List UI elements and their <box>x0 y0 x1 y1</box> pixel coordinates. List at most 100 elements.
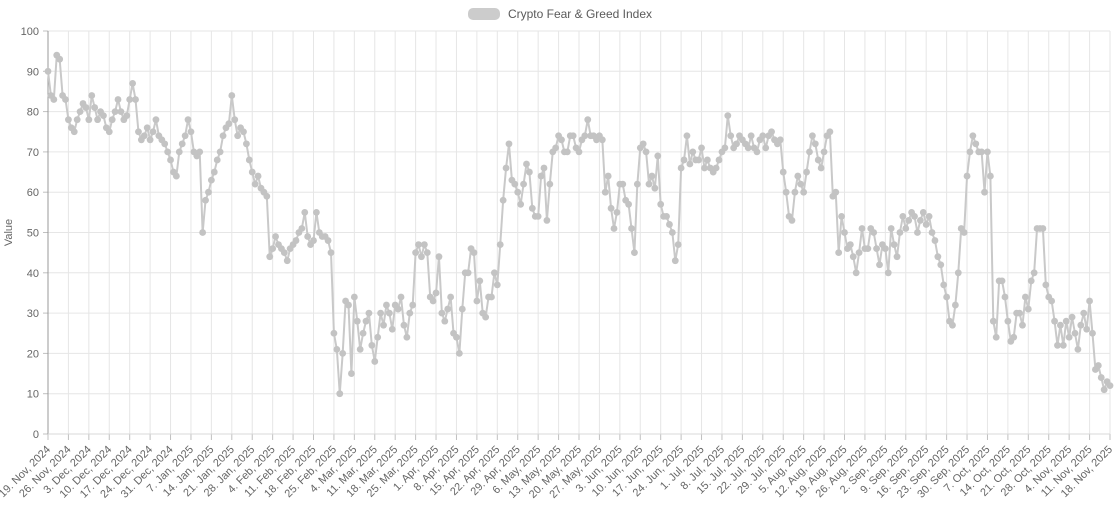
data-point-marker[interactable] <box>62 96 69 103</box>
data-point-marker[interactable] <box>219 132 227 140</box>
data-point-marker[interactable] <box>671 257 679 265</box>
data-point-marker[interactable] <box>429 297 437 305</box>
data-point-marker[interactable] <box>651 184 659 192</box>
data-point-marker[interactable] <box>747 132 755 140</box>
data-point-marker[interactable] <box>835 249 843 257</box>
data-point-marker[interactable] <box>849 253 857 261</box>
data-point-marker[interactable] <box>438 309 446 317</box>
data-point-marker[interactable] <box>934 253 942 261</box>
data-point-marker[interactable] <box>385 309 393 317</box>
data-point-marker[interactable] <box>1024 305 1032 313</box>
data-point-marker[interactable] <box>1016 309 1023 317</box>
data-point-marker[interactable] <box>896 229 904 236</box>
data-point-marker[interactable] <box>855 249 863 257</box>
data-point-marker[interactable] <box>986 172 994 180</box>
data-point-marker[interactable] <box>146 136 154 144</box>
data-point-marker[interactable] <box>1065 333 1073 341</box>
data-point-marker[interactable] <box>826 128 834 136</box>
data-point-marker[interactable] <box>216 148 224 156</box>
data-point-marker[interactable] <box>753 148 761 156</box>
data-point-marker[interactable] <box>654 152 662 160</box>
data-point-marker[interactable] <box>625 200 632 208</box>
data-point-marker[interactable] <box>642 148 650 156</box>
data-point-marker[interactable] <box>292 237 300 244</box>
data-point-marker[interactable] <box>283 257 291 265</box>
data-point-marker[interactable] <box>881 245 889 253</box>
data-point-marker[interactable] <box>832 188 840 196</box>
data-point-marker[interactable] <box>76 108 84 115</box>
data-point-marker[interactable] <box>846 241 854 248</box>
data-point-marker[interactable] <box>998 277 1006 285</box>
data-point-marker[interactable] <box>108 116 116 124</box>
data-point-marker[interactable] <box>388 325 396 333</box>
data-point-marker[interactable] <box>266 253 274 261</box>
data-point-marker[interactable] <box>135 128 142 136</box>
data-point-marker[interactable] <box>537 172 545 180</box>
data-point-marker[interactable] <box>88 92 96 99</box>
data-point-marker[interactable] <box>782 188 790 196</box>
data-point-marker[interactable] <box>353 317 361 325</box>
data-point-marker[interactable] <box>919 208 927 216</box>
data-point-marker[interactable] <box>435 253 443 261</box>
data-point-marker[interactable] <box>820 148 828 156</box>
data-point-marker[interactable] <box>984 148 991 156</box>
data-point-marker[interactable] <box>164 148 172 156</box>
data-point-marker[interactable] <box>365 309 373 317</box>
data-point-marker[interactable] <box>336 390 344 398</box>
data-point-marker[interactable] <box>444 305 452 313</box>
data-point-marker[interactable] <box>245 156 253 164</box>
data-point-marker[interactable] <box>304 233 312 240</box>
data-point-marker[interactable] <box>1048 297 1056 305</box>
data-point-marker[interactable] <box>493 281 501 289</box>
data-point-marker[interactable] <box>925 212 933 220</box>
data-point-marker[interactable] <box>181 132 189 140</box>
data-point-marker[interactable] <box>187 128 195 136</box>
data-point-marker[interactable] <box>114 96 122 103</box>
data-point-marker[interactable] <box>339 350 347 357</box>
data-point-marker[interactable] <box>313 208 320 216</box>
data-point-marker[interactable] <box>951 301 959 309</box>
data-point-marker[interactable] <box>240 128 247 136</box>
data-point-marker[interactable] <box>1094 362 1102 369</box>
data-point-marker[interactable] <box>928 229 936 236</box>
data-point-marker[interactable] <box>243 140 250 148</box>
data-point-marker[interactable] <box>207 176 215 184</box>
data-point-marker[interactable] <box>50 96 58 103</box>
data-point-marker[interactable] <box>733 140 740 148</box>
data-point-marker[interactable] <box>601 188 609 196</box>
data-point-marker[interactable] <box>415 241 422 248</box>
data-point-marker[interactable] <box>563 148 571 156</box>
data-point-marker[interactable] <box>400 321 408 329</box>
data-point-marker[interactable] <box>1097 374 1105 381</box>
data-point-marker[interactable] <box>371 358 379 365</box>
data-point-marker[interactable] <box>788 217 796 224</box>
data-point-marker[interactable] <box>963 172 971 180</box>
data-point-marker[interactable] <box>1106 382 1114 390</box>
data-point-marker[interactable] <box>383 301 390 309</box>
data-point-marker[interactable] <box>814 156 822 164</box>
data-point-marker[interactable] <box>663 212 670 220</box>
data-point-marker[interactable] <box>210 168 218 176</box>
data-point-marker[interactable] <box>639 140 647 148</box>
data-point-marker[interactable] <box>873 245 880 253</box>
data-point-marker[interactable] <box>455 350 463 357</box>
data-point-marker[interactable] <box>893 253 901 261</box>
data-point-marker[interactable] <box>202 196 209 204</box>
data-point-marker[interactable] <box>876 261 883 269</box>
data-point-marker[interactable] <box>864 245 872 253</box>
data-point-marker[interactable] <box>502 164 510 172</box>
legend-item-fear-greed[interactable]: Crypto Fear & Greed Index <box>467 7 652 21</box>
data-point-marker[interactable] <box>205 188 212 196</box>
data-point-marker[interactable] <box>914 229 921 236</box>
data-point-marker[interactable] <box>992 333 1000 341</box>
data-point-marker[interactable] <box>423 249 431 257</box>
data-point-marker[interactable] <box>523 160 530 168</box>
data-point-marker[interactable] <box>65 116 72 124</box>
data-point-marker[interactable] <box>1054 341 1061 349</box>
data-point-marker[interactable] <box>380 321 387 329</box>
data-point-marker[interactable] <box>499 196 507 204</box>
data-point-marker[interactable] <box>966 148 974 156</box>
data-point-marker[interactable] <box>91 104 99 111</box>
data-point-marker[interactable] <box>418 253 425 261</box>
data-point-marker[interactable] <box>420 241 428 248</box>
